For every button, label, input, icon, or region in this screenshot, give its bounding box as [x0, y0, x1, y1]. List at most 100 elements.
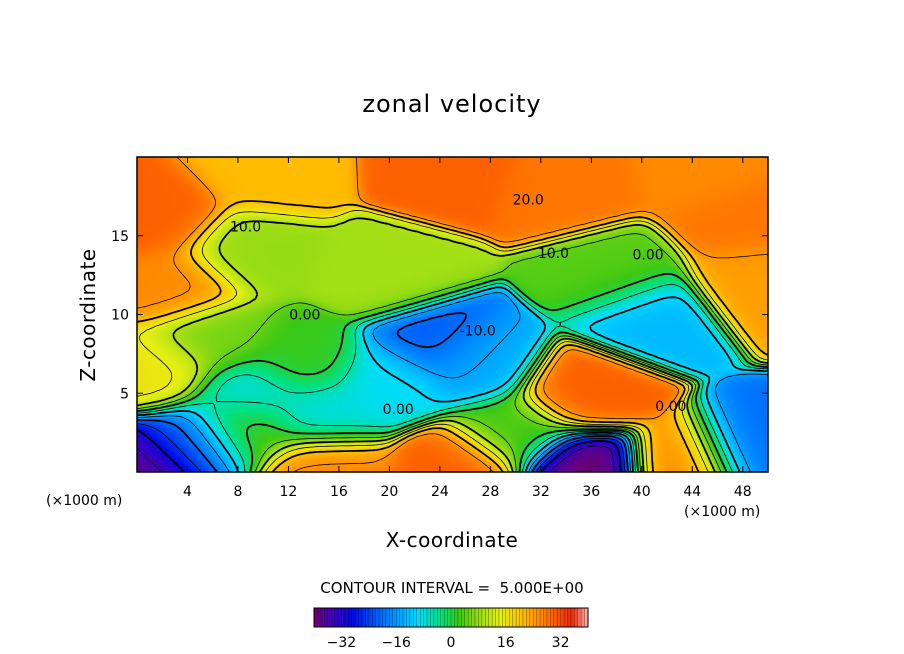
colorbar-swatch [427, 608, 431, 627]
colorbar-swatch [546, 608, 551, 627]
colorbar-swatch [344, 608, 349, 627]
colorbar-swatch [543, 608, 548, 627]
x-axis-title: X-coordinate [386, 528, 519, 552]
colorbar-swatch [498, 608, 503, 627]
colorbar-swatch [526, 608, 531, 627]
colorbar-swatch [372, 608, 377, 627]
x-tick-label: 4 [183, 484, 192, 500]
colorbar-swatch [385, 608, 390, 627]
z-tick-label: 5 [120, 386, 129, 402]
contour-line [137, 282, 768, 472]
colorbar-swatch [409, 608, 414, 627]
contour-line [137, 217, 768, 472]
colorbar-swatch [522, 608, 527, 627]
colorbar-swatch [505, 608, 510, 627]
z-tick-label: 10 [111, 308, 129, 324]
colorbar-swatch [557, 608, 561, 627]
colorbar-swatch [567, 608, 572, 627]
colorbar-swatch [468, 608, 472, 627]
x-tick-label: 16 [330, 484, 348, 500]
colorbar-swatch [368, 608, 373, 627]
colorbar-swatch [574, 608, 579, 627]
colorbar-swatch [337, 608, 342, 627]
colorbar-swatch [314, 608, 318, 627]
colorbar-swatch [348, 608, 353, 627]
colorbar-swatch [584, 608, 589, 627]
x-unit-left: (×1000 m) [46, 493, 122, 509]
colorbar-swatch [430, 608, 435, 627]
contour-line [137, 233, 768, 472]
x-tick-label: 36 [582, 484, 600, 500]
contour-line [137, 272, 768, 472]
x-tick-label: 8 [233, 484, 242, 500]
colorbar-swatch [464, 608, 469, 627]
colorbar-swatch [502, 608, 507, 627]
colorbar-swatch [324, 608, 329, 627]
colorbar-swatch [492, 608, 496, 627]
colorbar-swatch [481, 608, 486, 627]
colorbar-swatch [474, 608, 479, 627]
x-tick-label: 20 [380, 484, 398, 500]
colorbar-swatch [570, 608, 575, 627]
colorbar-swatch [529, 608, 534, 627]
colorbar-swatch [327, 608, 332, 627]
x-tick-label: 24 [431, 484, 449, 500]
colorbar-swatch [454, 608, 459, 627]
contour-label: 0.00 [383, 402, 414, 418]
contour-line [137, 423, 626, 472]
colorbar-swatch [553, 608, 558, 627]
colorbar-swatch [533, 608, 538, 627]
contour-label: 0.00 [289, 308, 320, 324]
colorbar-swatch [379, 608, 383, 627]
colorbar-swatch [495, 608, 500, 627]
colorbar-swatch [320, 608, 325, 627]
contour-line [137, 429, 622, 472]
contour-line [137, 292, 768, 472]
colorbar-swatch [396, 608, 401, 627]
colorbar-swatch [358, 608, 363, 627]
colorbar-frame [313, 607, 589, 628]
colorbar-swatch [399, 608, 404, 627]
contour-interval-note: CONTOUR INTERVAL = 5.000E+00 [320, 579, 583, 597]
colorbar-swatch [516, 608, 520, 627]
contour-line [137, 200, 768, 472]
colorbar-swatch [351, 608, 356, 627]
colorbar-swatch [416, 608, 421, 627]
colorbar-swatch [392, 608, 397, 627]
colorbar-swatch [341, 608, 346, 627]
x-tick-label: 32 [532, 484, 550, 500]
colorbar-swatch [560, 608, 565, 627]
colorbar-swatch [540, 608, 544, 627]
colorbar-swatch [512, 608, 517, 627]
colorbar-swatch [355, 608, 359, 627]
colorbar-swatch [577, 608, 582, 627]
contour-line [137, 210, 768, 472]
contour-label: 10.0 [230, 219, 261, 235]
x-tick-label: 12 [280, 484, 298, 500]
colorbar-swatch [550, 608, 555, 627]
plot-area: 20.0 10.0 10.0 0.00 0.00 -10.0 0.00 0.00 [137, 157, 768, 472]
z-axis-ticks: 5 10 15 [111, 229, 768, 402]
colorbar-swatch [451, 608, 455, 627]
z-tick-label: 15 [111, 229, 129, 245]
colorbar-swatch [406, 608, 411, 627]
colorbar-swatch [423, 608, 428, 627]
x-axis-ticks: 4 8 12 16 20 24 28 32 36 40 44 48 [183, 157, 752, 500]
colorbar-swatch [536, 608, 541, 627]
contour-labels: 20.0 10.0 10.0 0.00 0.00 -10.0 0.00 0.00 [230, 193, 686, 418]
contour-label: -10.0 [460, 323, 496, 339]
colorbar-swatch [444, 608, 448, 627]
colorbar-swatch [478, 608, 483, 627]
colorbar-swatch [365, 608, 370, 627]
x-unit-right: (×1000 m) [684, 504, 760, 520]
colorbar-swatch [461, 608, 466, 627]
colorbar-swatch [317, 608, 322, 627]
colorbar-swatch [447, 608, 452, 627]
colorbar-swatch [488, 608, 493, 627]
contour-label: 10.0 [538, 246, 569, 262]
colorbar-swatch [413, 608, 418, 627]
contour-label: 20.0 [513, 193, 544, 209]
contour-line [137, 286, 768, 472]
colorbar-tick-label: 0 [447, 635, 456, 651]
